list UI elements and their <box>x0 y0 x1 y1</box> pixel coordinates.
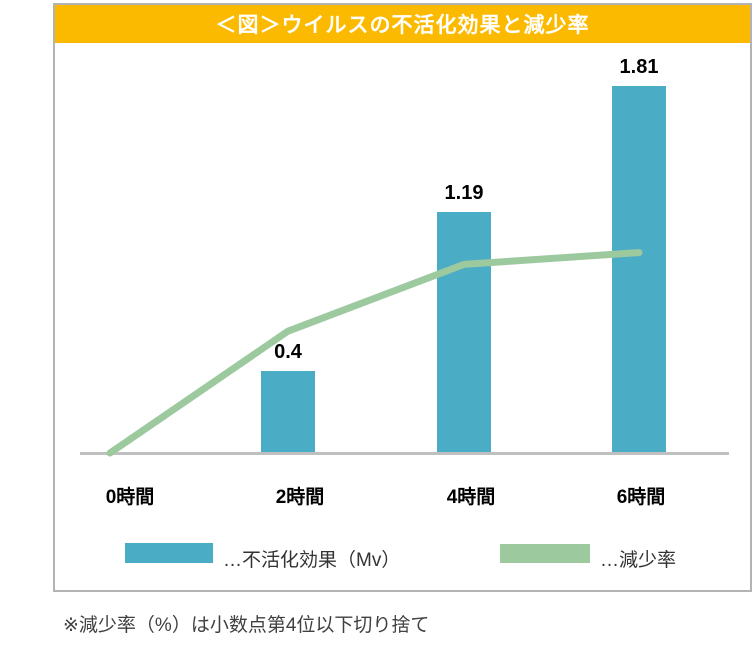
legend-label-inactivation: …不活化効果（Mv） <box>223 550 401 571</box>
legend-swatch-reduction-rate <box>500 544 590 563</box>
bar-value-label: 0.4 <box>274 341 302 363</box>
x-axis-tick-label: 6時間 <box>616 487 666 508</box>
x-axis-tick-label: 2時間 <box>275 487 325 508</box>
bar-4時間 <box>437 212 491 452</box>
x-axis-tick-label: 4時間 <box>446 487 496 508</box>
legend-label-reduction-rate: …減少率 <box>600 550 677 571</box>
bar-2時間 <box>261 371 315 452</box>
bar-value-label: 1.81 <box>619 56 659 78</box>
title-banner: ＜図＞ウイルスの不活化効果と減少率 <box>55 5 750 43</box>
bar-6時間 <box>612 86 666 452</box>
x-axis-tick-label: 0時間 <box>105 487 155 508</box>
legend-swatch-inactivation <box>125 543 213 563</box>
footnote-text: ※減少率（%）は小数点第4位以下切り捨て <box>63 615 430 636</box>
chart-title: ＜図＞ウイルスの不活化効果と減少率 <box>215 14 590 37</box>
x-axis-line <box>80 452 729 455</box>
bar-value-label: 1.19 <box>444 182 484 204</box>
